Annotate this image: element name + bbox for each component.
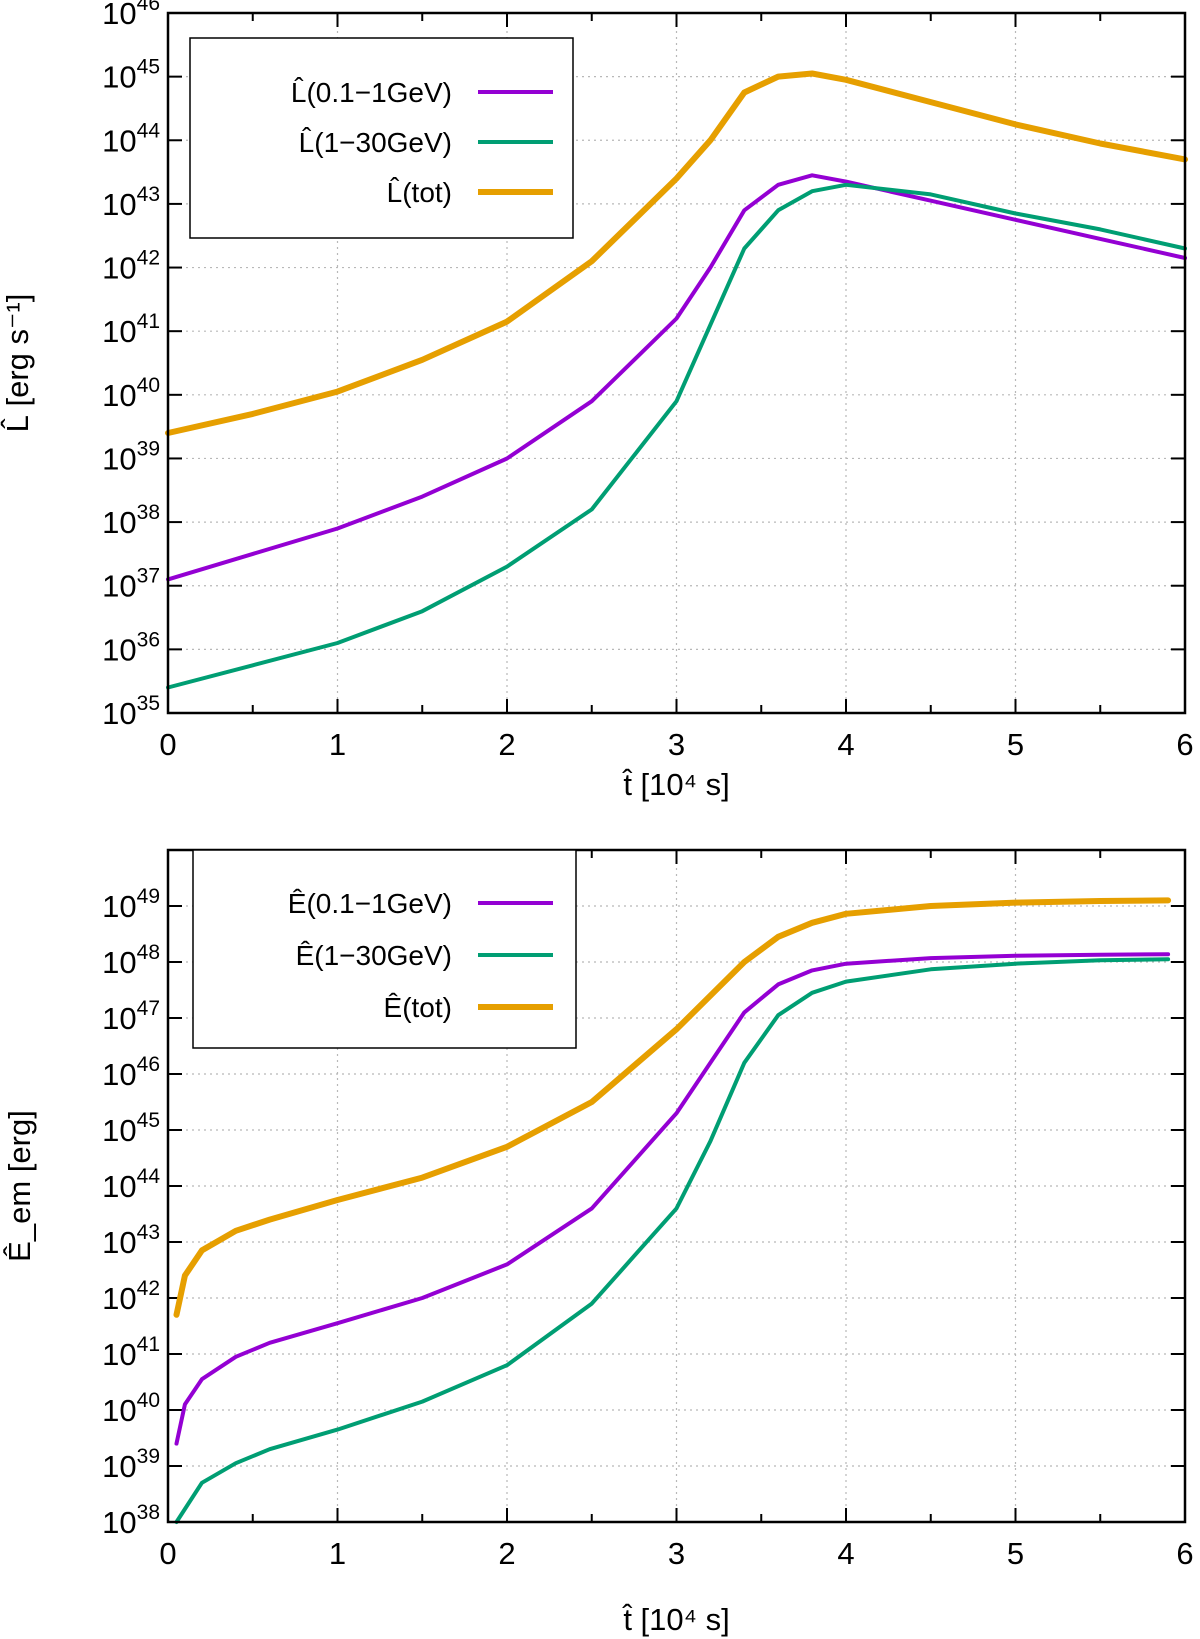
x-tick-label: 3	[668, 1536, 685, 1571]
x-tick-label: 2	[498, 727, 515, 762]
series-line-1	[166, 182, 1187, 690]
x-tick-label: 0	[159, 727, 176, 762]
x-axis-label: t̂ [10⁴ s]	[621, 767, 729, 802]
x-tick-label: 3	[668, 727, 685, 762]
y-tick-label: 1039	[102, 1445, 160, 1484]
y-tick-label: 1047	[102, 997, 160, 1036]
legend-entry-label: Ê(0.1−1GeV)	[288, 888, 452, 919]
y-tick-label: 1039	[102, 437, 160, 476]
y-tick-label: 1044	[102, 119, 160, 158]
y-tick-label: 1043	[102, 1221, 160, 1260]
legend-box	[192, 849, 577, 1049]
x-tick-label: 1	[329, 1536, 346, 1571]
y-tick-label: 1038	[102, 501, 160, 540]
y-tick-label: 1036	[102, 628, 160, 667]
legend: Ê(0.1−1GeV) Ê(1−30GeV) Ê(tot)	[192, 849, 577, 1049]
x-tick-label: 5	[1007, 1536, 1024, 1571]
x-tick-label: 4	[837, 1536, 854, 1571]
luminosity-panel: 0 1 2 3 4 5 6 1035 1036 1037 1038 1039 1040 1041 1042 1…	[0, 0, 1194, 802]
series-line-2	[165, 70, 1188, 436]
x-tick-label: 5	[1007, 727, 1024, 762]
y-axis-label: L̂ [erg s⁻¹]	[0, 294, 35, 433]
y-tick-label: 1038	[102, 1501, 160, 1540]
y-tick-label: 1040	[102, 374, 160, 413]
legend-entry-label: L̂(0.1−1GeV)	[291, 77, 452, 108]
series-line-1	[174, 957, 1171, 1524]
y-tick-label: 1035	[102, 692, 160, 731]
y-tick-label: 1043	[102, 183, 160, 222]
legend-box	[189, 37, 574, 239]
plot-frame	[166, 848, 1187, 1524]
y-tick-label: 1049	[102, 885, 160, 924]
y-tick-label: 1045	[102, 1109, 160, 1148]
series-line-0	[174, 952, 1171, 1446]
y-tick-label: 1041	[102, 310, 160, 349]
legend-entry-label: Ê(tot)	[384, 992, 452, 1023]
y-tick-label: 1041	[102, 1333, 160, 1372]
y-tick-label: 1046	[102, 1053, 160, 1092]
y-tick-label: 1040	[102, 1389, 160, 1428]
y-tick-label: 1042	[102, 1277, 160, 1316]
y-axis-label: Ê_em [erg]	[2, 1110, 37, 1262]
y-tick-label: 1044	[102, 1165, 160, 1204]
plot-frame	[166, 11, 1187, 715]
y-tick-label: 1037	[102, 565, 160, 604]
x-tick-label: 0	[159, 1536, 176, 1571]
legend-entry-label: L̂(1−30GeV)	[299, 127, 452, 158]
x-tick-label: 1	[329, 727, 346, 762]
legend: L̂(0.1−1GeV) L̂(1−30GeV) L̂(tot)	[189, 37, 574, 239]
x-tick-label: 6	[1176, 1536, 1193, 1571]
legend-entry-label: L̂(tot)	[387, 177, 452, 208]
energy-panel: 0 1 2 3 4 5 6 1038 1039 1040 1041 1042 1043 1044 1045 1…	[2, 848, 1194, 1637]
x-axis-label: t̂ [10⁴ s]	[621, 1602, 729, 1637]
y-tick-label: 1045	[102, 56, 160, 95]
legend-entry-label: Ê(1−30GeV)	[296, 940, 452, 971]
series-line-0	[166, 173, 1187, 582]
series-line-2	[173, 897, 1172, 1318]
x-tick-label: 4	[837, 727, 854, 762]
x-tick-label: 2	[498, 1536, 515, 1571]
y-tick-label: 1046	[102, 0, 160, 31]
y-tick-label: 1048	[102, 941, 160, 980]
x-tick-label: 6	[1176, 727, 1193, 762]
y-tick-label: 1042	[102, 247, 160, 286]
